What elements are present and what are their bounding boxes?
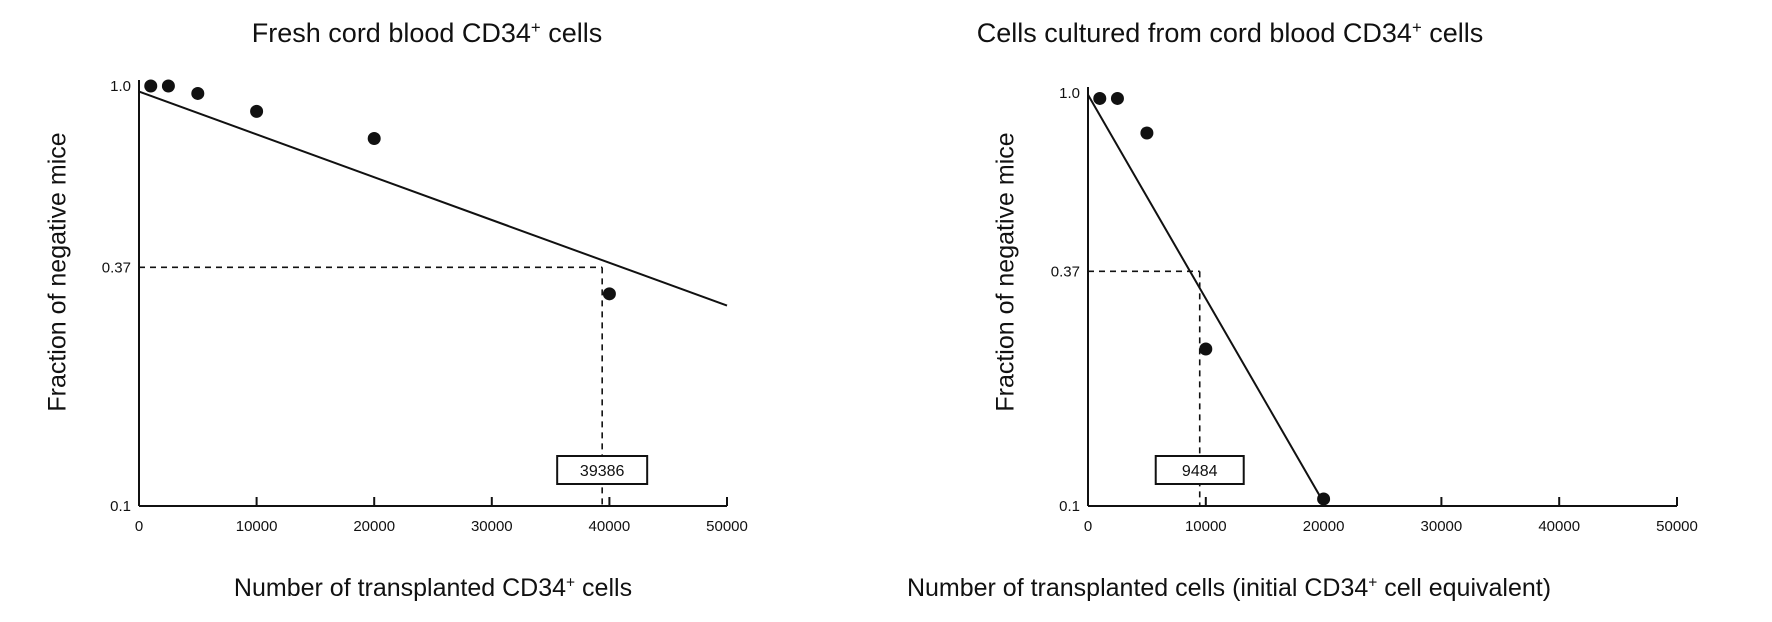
x-tick-label: 20000 bbox=[353, 518, 395, 535]
y-tick-label: 1.0 bbox=[110, 78, 131, 95]
data-point bbox=[1317, 492, 1331, 506]
data-point bbox=[191, 86, 205, 100]
y-tick-label: 0.1 bbox=[110, 498, 131, 515]
x-axis-label-tail: cells bbox=[575, 574, 633, 602]
x-tick-label: 0 bbox=[135, 518, 143, 535]
chart-title-tail: cells bbox=[540, 18, 603, 48]
x-tick-label: 40000 bbox=[1538, 518, 1580, 535]
data-point bbox=[602, 287, 616, 301]
y-tick-label: 0.1 bbox=[1059, 498, 1080, 515]
chart-title-text: Fresh cord blood CD34 bbox=[251, 18, 531, 48]
annotation-label: 9484 bbox=[1182, 463, 1218, 480]
data-point bbox=[1140, 126, 1154, 140]
fit-line bbox=[138, 90, 728, 307]
x-axis-label: Number of transplanted CD34+ cells bbox=[234, 574, 632, 603]
x-axis-label-sup: + bbox=[1368, 574, 1378, 592]
data-point bbox=[144, 79, 158, 93]
chart-title: Fresh cord blood CD34+ cells bbox=[252, 18, 602, 49]
y-tick-label: 0.37 bbox=[1051, 263, 1080, 280]
data-point bbox=[367, 131, 381, 145]
chart-title: Cells cultured from cord blood CD34+ cel… bbox=[977, 18, 1484, 49]
chart-title-tail: cells bbox=[1421, 18, 1484, 48]
x-tick-label: 10000 bbox=[1185, 518, 1227, 535]
chart-title-text: Cells cultured from cord blood CD34 bbox=[976, 18, 1412, 48]
x-tick-label: 30000 bbox=[1421, 518, 1463, 535]
x-axis-label-text: Number of transplanted cells (initial CD… bbox=[906, 574, 1369, 602]
data-point bbox=[161, 79, 175, 93]
data-point bbox=[250, 104, 264, 118]
annotation-box bbox=[556, 455, 649, 485]
x-tick-label: 50000 bbox=[706, 518, 748, 535]
data-point bbox=[1110, 91, 1124, 105]
x-tick-label: 50000 bbox=[1656, 518, 1698, 535]
x-axis-label: Number of transplanted cells (initial CD… bbox=[907, 574, 1551, 603]
x-axis-label-sup: + bbox=[566, 574, 576, 592]
x-axis-label-tail: cell equivalent) bbox=[1377, 574, 1552, 602]
x-tick-label: 40000 bbox=[589, 518, 631, 535]
x-tick-label: 20000 bbox=[1303, 518, 1345, 535]
x-tick-label: 0 bbox=[1084, 518, 1092, 535]
data-point bbox=[1199, 342, 1213, 356]
data-point bbox=[1093, 91, 1107, 105]
annotation-box bbox=[1154, 455, 1245, 485]
x-tick-label: 10000 bbox=[236, 518, 278, 535]
x-axis-label-text: Number of transplanted CD34 bbox=[233, 574, 567, 602]
plot-area: 0 10000 20000 30000 40000 50000 0.1 0.37 1.0 9484 bbox=[1051, 85, 1698, 535]
chart-title-sup: + bbox=[1411, 17, 1422, 37]
x-tick-label: 30000 bbox=[471, 518, 513, 535]
plot-area: 0 10000 20000 30000 40000 50000 0.1 0.37 1.0 3938… bbox=[102, 78, 748, 535]
y-tick-label: 0.37 bbox=[102, 259, 131, 276]
chart-panel-cultured: Cells cultured from cord blood CD34+ cel… bbox=[886, 0, 1772, 622]
annotation-label: 39386 bbox=[580, 463, 625, 480]
chart-panel-fresh: Fresh cord blood CD34+ cells Fraction of… bbox=[44, 18, 748, 603]
fit-line bbox=[1087, 94, 1325, 503]
chart-title-sup: + bbox=[530, 17, 541, 37]
y-tick-label: 1.0 bbox=[1059, 85, 1080, 102]
